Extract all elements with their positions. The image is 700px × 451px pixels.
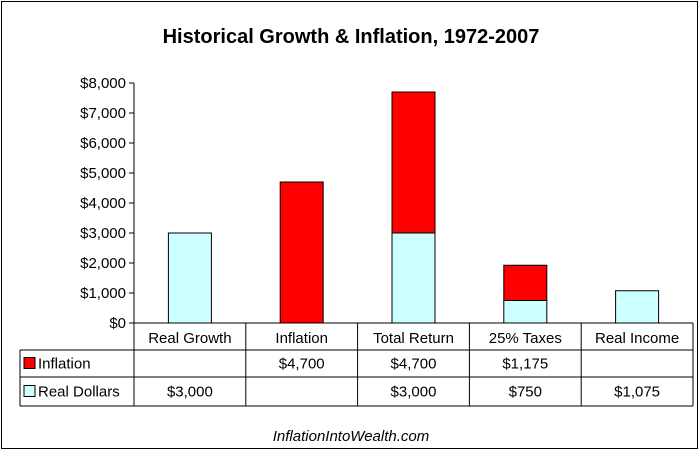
y-tick-label: $6,000 <box>80 135 126 152</box>
category-label: Inflation <box>275 330 328 347</box>
category-label: Real Income <box>595 330 679 347</box>
table-value: $4,700 <box>279 356 325 373</box>
table-value: $1,175 <box>502 356 548 373</box>
y-tick-label: $3,000 <box>80 225 126 242</box>
bar-inflation <box>391 91 436 234</box>
bar-inflation <box>279 181 324 324</box>
category-label: Real Growth <box>148 330 231 347</box>
y-tick-label: $7,000 <box>80 105 126 122</box>
chart-title: Historical Growth & Inflation, 1972-2007 <box>163 26 540 48</box>
table-value: $4,700 <box>391 356 437 373</box>
footer-text: InflationIntoWealth.com <box>273 428 429 445</box>
bar-real-dollars <box>391 232 436 324</box>
table-value: $750 <box>509 384 542 401</box>
legend-label: Inflation <box>38 356 91 373</box>
table-value: $1,075 <box>614 384 660 401</box>
category-label: 25% Taxes <box>489 330 562 347</box>
y-axis: $0 $1,000 $2,000 $3,000 $4,000 $5,000 $6,000 $7… <box>80 75 135 332</box>
y-tick-label: $0 <box>109 315 126 332</box>
bar-real-dollars <box>503 300 548 324</box>
bar-real-dollars <box>615 290 660 324</box>
table-value: $3,000 <box>167 384 213 401</box>
legend-swatch <box>23 357 36 369</box>
y-tick-label: $8,000 <box>80 75 126 92</box>
y-tick-label: $4,000 <box>80 195 126 212</box>
bars <box>167 91 660 324</box>
bar-inflation <box>503 264 548 301</box>
table-value: $3,000 <box>391 384 437 401</box>
legend-label: Real Dollars <box>38 384 120 401</box>
y-tick-label: $5,000 <box>80 165 126 182</box>
category-label: Total Return <box>373 330 454 347</box>
bar-real-dollars <box>167 232 212 324</box>
y-tick-label: $2,000 <box>80 255 126 272</box>
data-table: Real Growth Inflation Total Return 25% Taxe… <box>19 322 694 407</box>
legend-swatch <box>23 385 36 397</box>
y-tick-label: $1,000 <box>80 285 126 302</box>
